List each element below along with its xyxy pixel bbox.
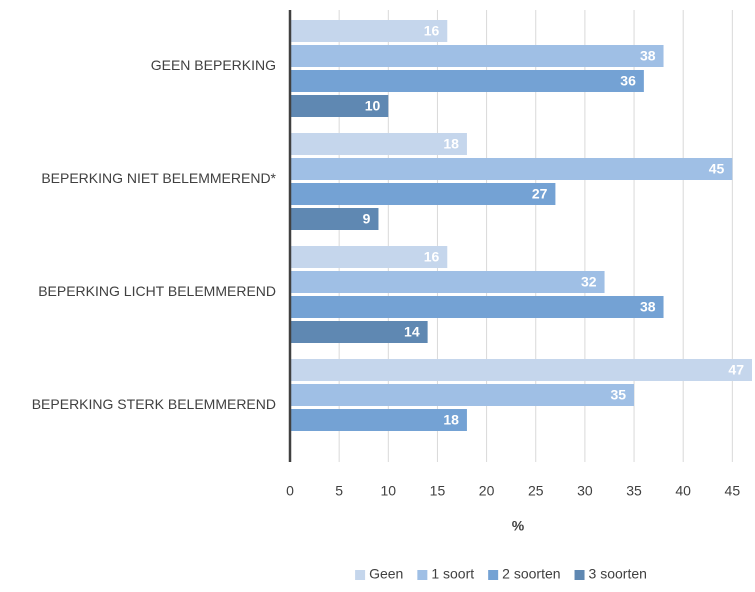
bar (290, 158, 733, 180)
x-tick-label: 10 (381, 483, 397, 499)
category-label: GEEN BEPERKING (151, 57, 276, 73)
x-tick-label: 20 (479, 483, 495, 499)
bar (290, 359, 752, 381)
bar (290, 183, 556, 205)
value-label: 9 (363, 211, 371, 227)
category-label: BEPERKING LICHT BELEMMEREND (38, 283, 276, 299)
x-tick-label: 35 (626, 483, 642, 499)
bar (290, 384, 635, 406)
legend-label: 3 soorten (589, 566, 647, 582)
value-label: 35 (610, 387, 626, 403)
legend-label: 1 soort (431, 566, 474, 582)
legend-swatch (417, 570, 428, 580)
x-tick-label: 25 (528, 483, 544, 499)
bar (290, 296, 664, 318)
bar (290, 70, 644, 92)
x-tick-label: 40 (675, 483, 691, 499)
value-label: 14 (404, 324, 420, 340)
x-tick-label: 5 (335, 483, 343, 499)
value-label: 16 (424, 249, 440, 265)
x-tick-label: 30 (577, 483, 593, 499)
x-tick-label: 15 (430, 483, 446, 499)
value-label: 18 (443, 412, 459, 428)
bar (290, 45, 664, 67)
legend-swatch (574, 570, 585, 580)
value-label: 18 (443, 136, 459, 152)
bar (290, 409, 467, 431)
value-label: 32 (581, 274, 597, 290)
legend-swatch (355, 570, 366, 580)
value-label: 16 (424, 23, 440, 39)
legend-label: 2 soorten (502, 566, 560, 582)
x-tick-label: 0 (286, 483, 294, 499)
x-axis-label: % (512, 518, 525, 534)
value-label: 38 (640, 48, 656, 64)
value-label: 10 (365, 98, 381, 114)
value-label: 45 (709, 161, 725, 177)
value-label: 47 (728, 362, 744, 378)
bar (290, 95, 389, 117)
value-label: 38 (640, 299, 656, 315)
bar (290, 20, 448, 42)
value-label: 36 (620, 73, 636, 89)
bar (290, 246, 448, 268)
x-tick-label: 45 (725, 483, 741, 499)
value-label: 27 (532, 186, 548, 202)
category-label: BEPERKING STERK BELEMMEREND (32, 396, 276, 412)
bar (290, 208, 379, 230)
bar (290, 271, 605, 293)
bar (290, 321, 428, 343)
legend-label: Geen (369, 566, 403, 582)
category-label: BEPERKING NIET BELEMMEREND* (41, 170, 276, 186)
legend-swatch (488, 570, 499, 580)
bar (290, 133, 467, 155)
